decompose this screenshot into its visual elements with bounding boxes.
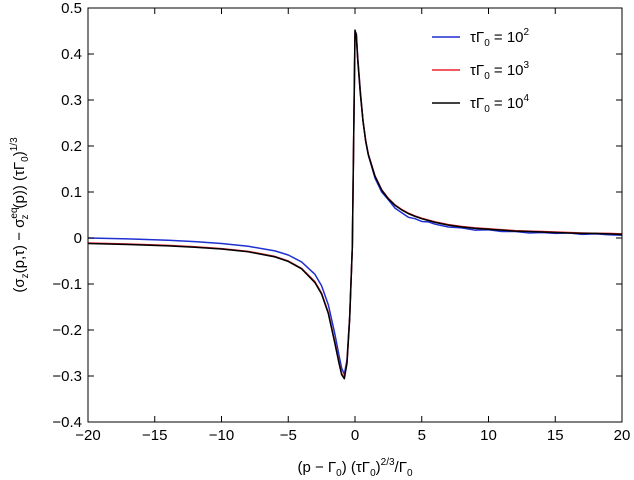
y-tick-label: 0.3: [61, 92, 82, 109]
x-tick-label: −15: [142, 427, 167, 444]
ticks-layer: −20 −15 −10 −5 0 5 10 15 20 −0.4 −0.3 −0.2 −0.1 0 0.1 0…: [52, 0, 630, 444]
x-tick-label: −10: [209, 427, 234, 444]
y-axis-label: (σz(p,τ) − σeqz(p)) (τΓ0)1/3: [9, 137, 31, 293]
y-tick-label: 0.2: [61, 138, 82, 155]
y-tick-label: −0.2: [52, 322, 82, 339]
legend: τΓ0 = 102 τΓ0 = 103 τΓ0 = 104: [432, 27, 530, 115]
x-tick-label: 15: [547, 427, 564, 444]
y-tick-label: 0.4: [61, 46, 82, 63]
x-tick-label: 10: [480, 427, 497, 444]
y-tick-label: −0.3: [52, 368, 82, 385]
y-tick-label: −0.1: [52, 276, 82, 293]
x-tick-label: −20: [75, 427, 100, 444]
x-tick-label: 20: [614, 427, 631, 444]
y-tick-label: 0.5: [61, 0, 82, 17]
x-tick-label: −5: [280, 427, 297, 444]
series-line-3: [88, 29, 622, 380]
y-tick-label: 0.1: [61, 184, 82, 201]
x-axis-label: (p − Γ0) (τΓ0)2/3/Γ0: [297, 457, 413, 479]
y-tick-label: −0.4: [52, 414, 82, 431]
series-layer: [88, 29, 622, 380]
y-tick-label: 0: [74, 230, 82, 247]
legend-label-1: τΓ0 = 102: [470, 27, 530, 49]
x-tick-label: 0: [351, 427, 359, 444]
legend-label-2: τΓ0 = 103: [470, 60, 530, 82]
x-tick-label: 5: [418, 427, 426, 444]
legend-label-3: τΓ0 = 104: [470, 93, 530, 115]
